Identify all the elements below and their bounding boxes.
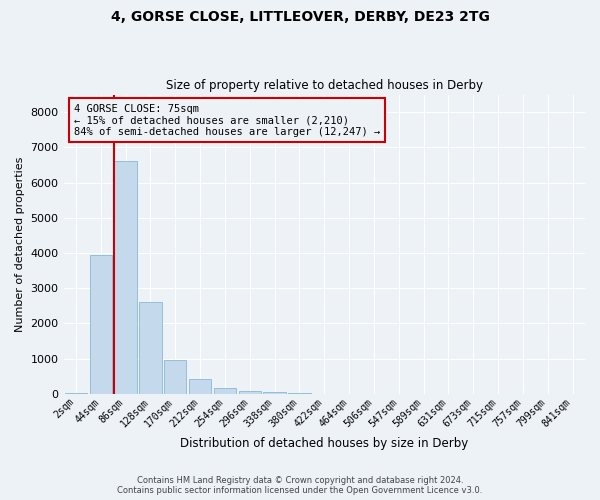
Text: Contains HM Land Registry data © Crown copyright and database right 2024.
Contai: Contains HM Land Registry data © Crown c…	[118, 476, 482, 495]
X-axis label: Distribution of detached houses by size in Derby: Distribution of detached houses by size …	[180, 437, 469, 450]
Bar	[263, 392, 286, 394]
Title: Size of property relative to detached houses in Derby: Size of property relative to detached ho…	[166, 79, 483, 92]
Text: 4 GORSE CLOSE: 75sqm
← 15% of detached houses are smaller (2,210)
84% of semi-de: 4 GORSE CLOSE: 75sqm ← 15% of detached h…	[74, 104, 380, 136]
Bar	[139, 302, 161, 394]
Bar	[288, 393, 311, 394]
Bar	[239, 391, 261, 394]
Bar	[89, 255, 112, 394]
Bar	[164, 360, 187, 394]
Bar	[115, 162, 137, 394]
Y-axis label: Number of detached properties: Number of detached properties	[15, 156, 25, 332]
Bar	[214, 388, 236, 394]
Bar	[65, 392, 87, 394]
Text: 4, GORSE CLOSE, LITTLEOVER, DERBY, DE23 2TG: 4, GORSE CLOSE, LITTLEOVER, DERBY, DE23 …	[110, 10, 490, 24]
Bar	[189, 380, 211, 394]
